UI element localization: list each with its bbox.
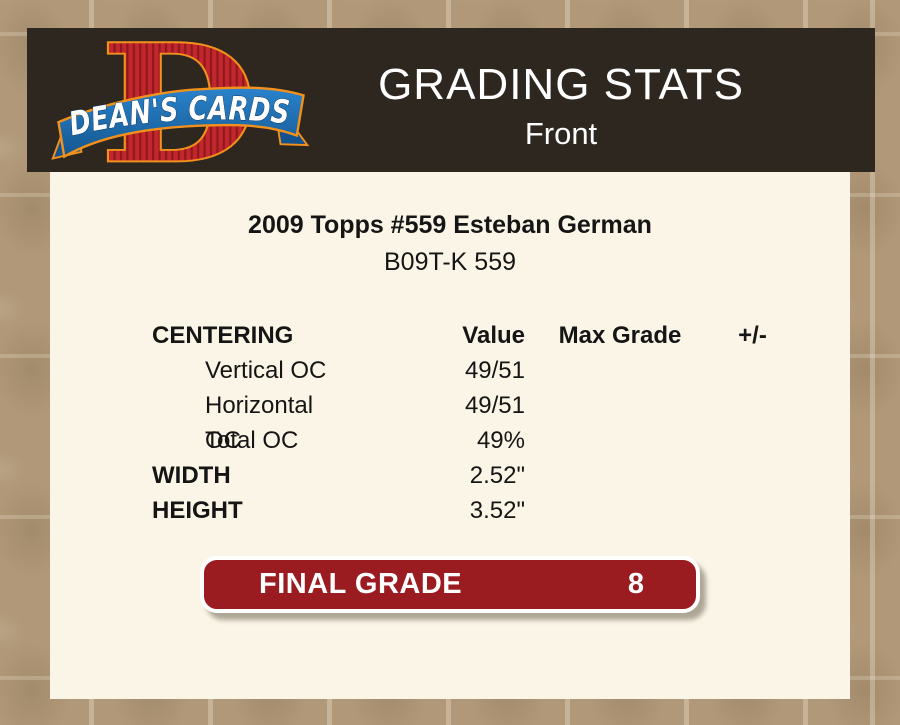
row-max-grade-horizontal-oc (525, 388, 715, 423)
table-header-max-grade: Max Grade (558, 322, 682, 349)
row-plus-minus-vertical-oc (715, 353, 790, 388)
row-label-total-oc: Total OC (205, 427, 299, 454)
row-label-vertical-oc: Vertical OC (205, 357, 327, 384)
row-max-grade-height (525, 493, 715, 528)
row-plus-minus-horizontal-oc (715, 388, 790, 423)
final-grade-button[interactable]: FINAL GRADE 8 (200, 556, 700, 613)
row-max-grade-vertical-oc (525, 353, 715, 388)
row-value-width: 2.52" (469, 462, 525, 489)
final-grade-value: 8 (627, 568, 644, 600)
card-code: B09T-K 559 (383, 248, 517, 276)
row-label-height: HEIGHT (152, 497, 243, 524)
row-value-total-oc: 49% (476, 427, 525, 454)
row-label-horizontal-oc: Horizontal OC (205, 392, 314, 454)
table-header-plus-minus: +/- (738, 322, 767, 349)
header-bar: D DEAN'S CARDS GRADING STATS Front (27, 28, 875, 172)
row-max-grade-total-oc (525, 423, 715, 458)
deans-cards-logo[interactable]: D DEAN'S CARDS (45, 36, 317, 170)
page-title: GRADING STATS (378, 60, 744, 109)
deans-cards-logo-graphic: D DEAN'S CARDS (51, 36, 310, 170)
grading-panel: 2009 Topps #559 Esteban German B09T-K 55… (50, 172, 850, 699)
card-title: 2009 Topps #559 Esteban German (248, 211, 652, 239)
grading-table: CENTERING Value Max Grade +/- Vertical O… (150, 318, 850, 528)
table-header-value: Value (462, 322, 525, 349)
row-value-horizontal-oc: 49/51 (464, 392, 525, 419)
row-value-height: 3.52" (469, 497, 525, 524)
final-grade-label: FINAL GRADE (259, 568, 463, 600)
page-subtitle: Front (524, 116, 598, 151)
row-plus-minus-total-oc (715, 423, 790, 458)
row-max-grade-width (525, 458, 715, 493)
header-text-block: GRADING STATS Front (317, 60, 805, 154)
table-header-centering: CENTERING (152, 322, 294, 349)
row-plus-minus-height (715, 493, 790, 528)
row-value-vertical-oc: 49/51 (464, 357, 525, 384)
row-plus-minus-width (715, 458, 790, 493)
row-label-width: WIDTH (152, 462, 231, 489)
